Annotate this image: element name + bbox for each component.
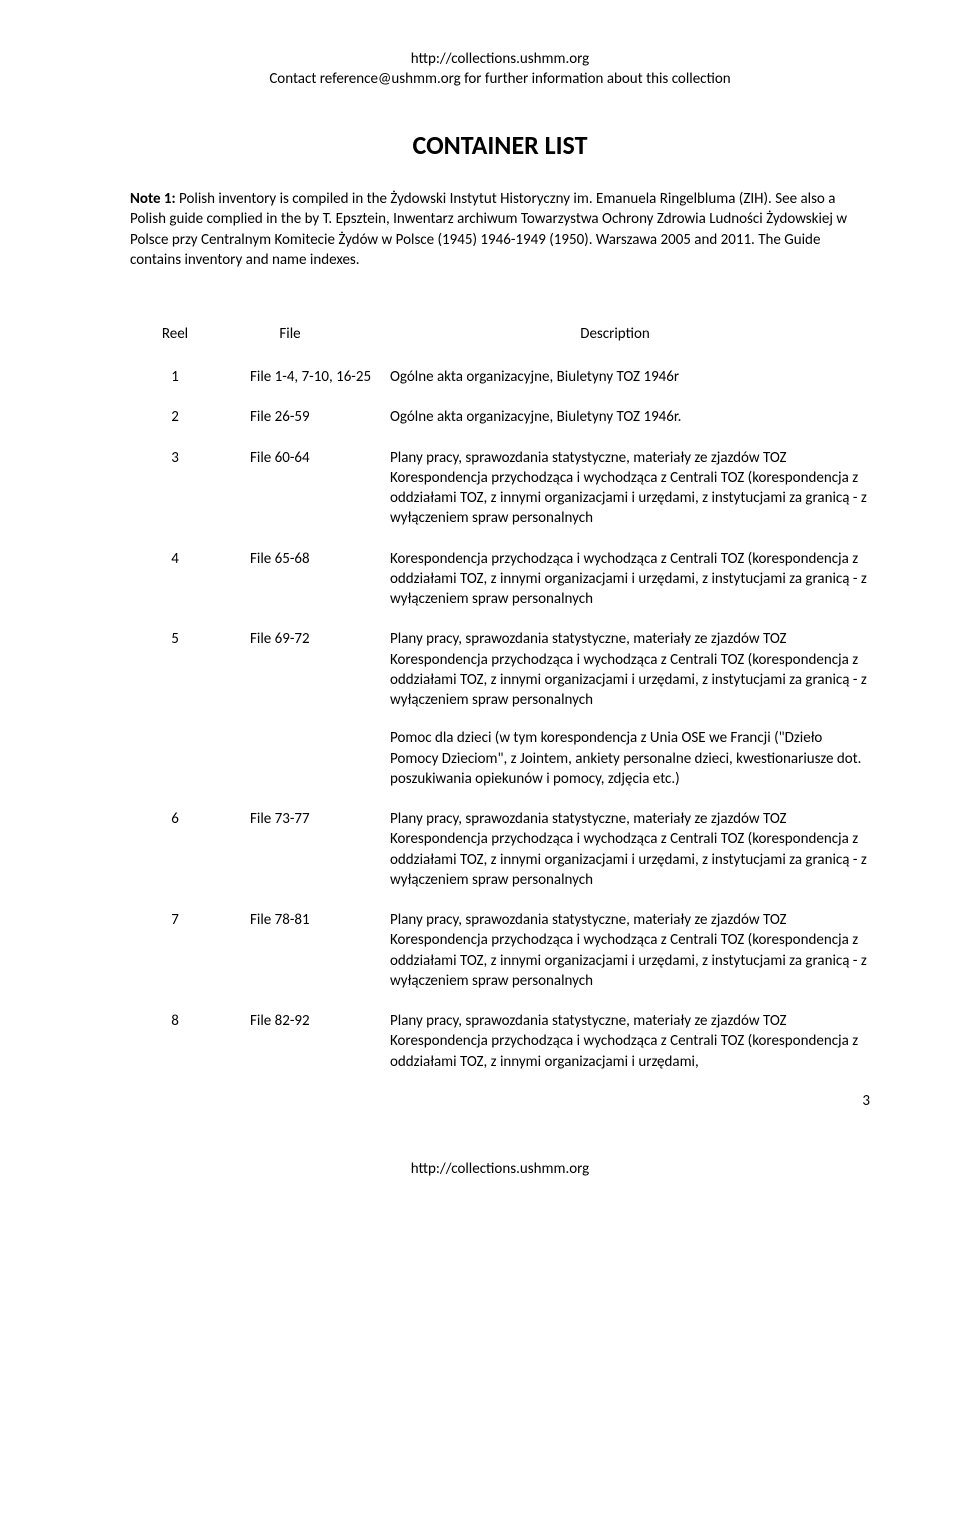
header-block: http://collections.ushmm.org Contact ref… (130, 50, 870, 89)
description-paragraph: Plany pracy, sprawozdania statystyczne, … (390, 910, 870, 991)
table-row: 5File 69-72Plany pracy, sprawozdania sta… (130, 629, 870, 789)
page-number: 3 (130, 1092, 870, 1110)
table-row: 8File 82-92Plany pracy, sprawozdania sta… (130, 1011, 870, 1072)
note-label: Note 1: (130, 190, 176, 208)
cell-file: File 26-59 (230, 407, 390, 427)
cell-reel: 3 (130, 448, 230, 529)
table-row: 2File 26-59Ogólne akta organizacyjne, Bi… (130, 407, 870, 427)
description-paragraph: Korespondencja przychodząca i wychodząca… (390, 549, 870, 610)
cell-description: Ogólne akta organizacyjne, Biuletyny TOZ… (390, 367, 870, 387)
table-body: 1File 1-4, 7-10, 16-25Ogólne akta organi… (130, 367, 870, 1072)
cell-description: Plany pracy, sprawozdania statystyczne, … (390, 910, 870, 991)
description-paragraph: Plany pracy, sprawozdania statystyczne, … (390, 1011, 870, 1072)
note-text: Polish inventory is compiled in the Żydo… (130, 190, 847, 269)
cell-reel: 4 (130, 549, 230, 610)
col-header-reel: Reel (130, 325, 220, 343)
footer-url: http://collections.ushmm.org (130, 1160, 870, 1178)
header-url: http://collections.ushmm.org (130, 50, 870, 70)
description-paragraph: Plany pracy, sprawozdania statystyczne, … (390, 809, 870, 890)
cell-reel: 7 (130, 910, 230, 991)
header-contact: Contact reference@ushmm.org for further … (130, 70, 870, 90)
cell-description: Plany pracy, sprawozdania statystyczne, … (390, 448, 870, 529)
table-row: 1File 1-4, 7-10, 16-25Ogólne akta organi… (130, 367, 870, 387)
page-title: CONTAINER LIST (130, 129, 870, 161)
cell-file: File 1-4, 7-10, 16-25 (230, 367, 390, 387)
cell-description: Ogólne akta organizacyjne, Biuletyny TOZ… (390, 407, 870, 427)
col-header-desc: Description (360, 325, 870, 343)
cell-reel: 8 (130, 1011, 230, 1072)
description-paragraph: Plany pracy, sprawozdania statystyczne, … (390, 448, 870, 529)
table-row: 6File 73-77Plany pracy, sprawozdania sta… (130, 809, 870, 890)
cell-file: File 69-72 (230, 629, 390, 789)
cell-file: File 65-68 (230, 549, 390, 610)
cell-file: File 60-64 (230, 448, 390, 529)
table-row: 3File 60-64Plany pracy, sprawozdania sta… (130, 448, 870, 529)
table-header: Reel File Description (130, 325, 870, 343)
description-paragraph: Plany pracy, sprawozdania statystyczne, … (390, 629, 870, 710)
cell-file: File 78-81 (230, 910, 390, 991)
cell-description: Plany pracy, sprawozdania statystyczne, … (390, 629, 870, 789)
cell-reel: 6 (130, 809, 230, 890)
description-paragraph: Ogólne akta organizacyjne, Biuletyny TOZ… (390, 367, 870, 387)
col-header-file: File (220, 325, 360, 343)
table-row: 4File 65-68Korespondencja przychodząca i… (130, 549, 870, 610)
cell-reel: 5 (130, 629, 230, 789)
description-paragraph: Pomoc dla dzieci (w tym korespondencja z… (390, 728, 870, 789)
document-page: http://collections.ushmm.org Contact ref… (0, 0, 960, 1238)
cell-file: File 73-77 (230, 809, 390, 890)
cell-reel: 1 (130, 367, 230, 387)
cell-description: Korespondencja przychodząca i wychodząca… (390, 549, 870, 610)
cell-file: File 82-92 (230, 1011, 390, 1072)
table-row: 7File 78-81Plany pracy, sprawozdania sta… (130, 910, 870, 991)
description-paragraph: Ogólne akta organizacyjne, Biuletyny TOZ… (390, 407, 870, 427)
note-block: Note 1: Polish inventory is compiled in … (130, 189, 870, 270)
cell-reel: 2 (130, 407, 230, 427)
cell-description: Plany pracy, sprawozdania statystyczne, … (390, 809, 870, 890)
cell-description: Plany pracy, sprawozdania statystyczne, … (390, 1011, 870, 1072)
